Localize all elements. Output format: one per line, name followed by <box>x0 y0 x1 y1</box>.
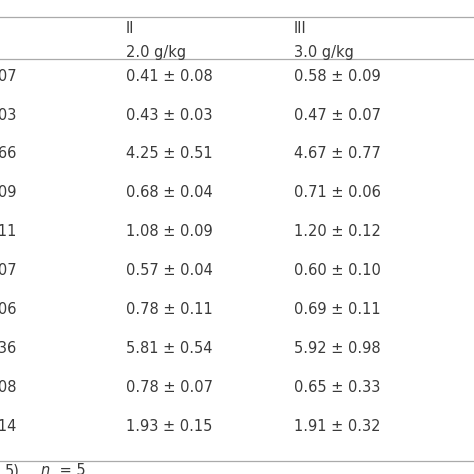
Text: = 5: = 5 <box>55 463 85 474</box>
Text: 0.57 ± 0.04: 0.57 ± 0.04 <box>126 263 212 278</box>
Text: ± 0.08: ± 0.08 <box>0 380 16 395</box>
Text: II: II <box>126 21 134 36</box>
Text: 1.08 ± 0.09: 1.08 ± 0.09 <box>126 224 212 239</box>
Text: 0.71 ± 0.06: 0.71 ± 0.06 <box>294 185 381 201</box>
Text: ± 0.66: ± 0.66 <box>0 146 16 162</box>
Text: 0.41 ± 0.08: 0.41 ± 0.08 <box>126 69 212 84</box>
Text: 4.67 ± 0.77: 4.67 ± 0.77 <box>294 146 381 162</box>
Text: 1.91 ± 0.32: 1.91 ± 0.32 <box>294 419 380 434</box>
Text: ± 0.11: ± 0.11 <box>0 224 16 239</box>
Text: ± 0.06: ± 0.06 <box>0 302 16 317</box>
Text: ± 0.36: ± 0.36 <box>0 341 16 356</box>
Text: ± 0.07: ± 0.07 <box>0 263 17 278</box>
Text: ± 0.14: ± 0.14 <box>0 419 16 434</box>
Text: n: n <box>40 463 50 474</box>
Text: 3.0 g/kg: 3.0 g/kg <box>294 45 354 60</box>
Text: 0.69 ± 0.11: 0.69 ± 0.11 <box>294 302 381 317</box>
Text: 0.58 ± 0.09: 0.58 ± 0.09 <box>294 69 381 84</box>
Text: 2.0 g/kg: 2.0 g/kg <box>126 45 186 60</box>
Text: 0.65 ± 0.33: 0.65 ± 0.33 <box>294 380 380 395</box>
Text: 1.93 ± 0.15: 1.93 ± 0.15 <box>126 419 212 434</box>
Text: 0.68 ± 0.04: 0.68 ± 0.04 <box>126 185 212 201</box>
Text: 0.60 ± 0.10: 0.60 ± 0.10 <box>294 263 381 278</box>
Text: 0.47 ± 0.07: 0.47 ± 0.07 <box>294 108 381 123</box>
Text: 5.92 ± 0.98: 5.92 ± 0.98 <box>294 341 381 356</box>
Text: ± 0.09: ± 0.09 <box>0 185 16 201</box>
Text: III: III <box>294 21 307 36</box>
Text: 5),: 5), <box>5 463 24 474</box>
Text: ± 0.07: ± 0.07 <box>0 69 17 84</box>
Text: 0.43 ± 0.03: 0.43 ± 0.03 <box>126 108 212 123</box>
Text: 1.20 ± 0.12: 1.20 ± 0.12 <box>294 224 381 239</box>
Text: 0.78 ± 0.11: 0.78 ± 0.11 <box>126 302 212 317</box>
Text: ± 0.03: ± 0.03 <box>0 108 16 123</box>
Text: 4.25 ± 0.51: 4.25 ± 0.51 <box>126 146 212 162</box>
Text: 5.81 ± 0.54: 5.81 ± 0.54 <box>126 341 212 356</box>
Text: 0.78 ± 0.07: 0.78 ± 0.07 <box>126 380 213 395</box>
